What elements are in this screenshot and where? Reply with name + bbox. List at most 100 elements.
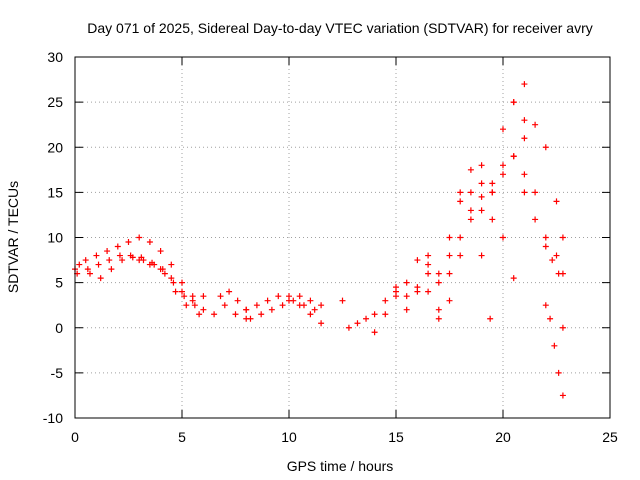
data-point-marker (258, 311, 265, 318)
data-point-marker (146, 261, 153, 268)
data-point-marker (307, 297, 314, 304)
data-point-marker (211, 311, 218, 318)
data-point-marker (500, 126, 506, 133)
data-point-marker (521, 189, 528, 196)
data-point-marker (500, 234, 506, 241)
series-track-3 (76, 254, 203, 318)
data-point-marker (489, 189, 496, 196)
data-point-marker (532, 216, 539, 223)
series-track-12 (371, 153, 517, 336)
data-point-marker (181, 293, 188, 300)
data-point-marker (86, 270, 93, 277)
data-point-marker (521, 135, 528, 142)
series-track-13 (393, 189, 494, 322)
data-point-marker (547, 315, 554, 322)
data-point-marker (559, 234, 566, 241)
data-point-marker (318, 302, 325, 309)
data-point-marker (500, 162, 506, 169)
data-point-marker (136, 234, 143, 241)
data-point-marker (226, 288, 233, 295)
y-tick-label: 25 (47, 94, 63, 110)
data-point-marker (84, 266, 91, 273)
data-point-marker (425, 252, 432, 259)
data-point-marker (114, 243, 121, 250)
data-point-marker (467, 189, 474, 196)
data-point-marker (234, 297, 241, 304)
data-point-marker (500, 171, 506, 178)
data-point-marker (435, 270, 442, 277)
data-point-marker (189, 293, 196, 300)
data-point-marker (200, 293, 207, 300)
data-point-marker (179, 279, 185, 286)
data-point-marker (457, 252, 464, 259)
data-point-marker (559, 324, 566, 331)
x-axis-label: GPS time / hours (287, 458, 394, 474)
data-point-marker (467, 216, 474, 223)
data-point-marker (345, 324, 352, 331)
data-point-marker (510, 99, 517, 106)
data-point-marker (489, 180, 496, 187)
data-point-marker (425, 288, 432, 295)
series-track-5 (211, 302, 250, 322)
data-point-marker (157, 266, 164, 273)
data-point-marker (179, 288, 185, 295)
data-point-marker (478, 252, 485, 259)
data-point-marker (200, 306, 207, 313)
y-tick-label: -10 (43, 410, 63, 426)
data-point-marker (354, 320, 361, 327)
data-point-marker (393, 288, 399, 295)
y-axis-label: SDTVAR / TECUs (5, 181, 21, 293)
x-tick-label: 5 (178, 429, 186, 445)
data-point-marker (435, 306, 442, 313)
data-point-marker (403, 306, 410, 313)
data-point-marker (478, 193, 485, 200)
x-tick-labels: 0 5 10 15 20 25 (71, 429, 618, 445)
series-track-17 (510, 153, 566, 277)
data-point-marker (553, 252, 560, 259)
data-point-marker (243, 306, 250, 313)
data-point-marker (435, 279, 442, 286)
data-point-marker (268, 306, 275, 313)
data-point-marker (279, 302, 286, 309)
data-point-marker (183, 302, 190, 309)
data-point-marker (446, 234, 453, 241)
data-point-marker (307, 311, 314, 318)
x-tick-label: 25 (602, 429, 618, 445)
data-point-marker (296, 293, 303, 300)
data-point-marker (510, 275, 517, 282)
data-point-marker (172, 288, 179, 295)
data-point-marker (446, 270, 453, 277)
data-point-marker (116, 252, 123, 259)
data-point-marker (286, 297, 292, 304)
data-point-marker (157, 248, 164, 255)
data-point-marker (414, 257, 421, 264)
data-point-marker (217, 293, 224, 300)
data-point-marker (318, 320, 325, 327)
data-point-marker (76, 261, 83, 268)
x-tick-label: 10 (281, 429, 297, 445)
data-point-marker (403, 279, 410, 286)
data-point-marker (382, 311, 389, 318)
data-point-marker (457, 189, 464, 196)
data-point-marker (559, 392, 566, 399)
data-point-marker (382, 297, 389, 304)
data-point-marker (170, 279, 177, 286)
chart-title: Day 071 of 2025, Sidereal Day-to-day VTE… (87, 20, 593, 36)
data-point-marker (196, 311, 203, 318)
data-point-marker (221, 302, 228, 309)
x-tick-label: 15 (388, 429, 404, 445)
data-point-marker (487, 315, 494, 322)
plot-frame (74, 56, 611, 419)
data-point-marker (425, 261, 432, 268)
y-tick-label: 20 (47, 139, 63, 155)
series-track-14 (425, 99, 528, 313)
data-point-marker (264, 297, 271, 304)
data-point-marker (363, 315, 370, 322)
data-point-marker (339, 297, 346, 304)
data-points (72, 81, 566, 399)
data-point-marker (129, 254, 136, 261)
data-point-marker (467, 207, 474, 214)
series-track-9 (286, 293, 325, 309)
y-tick-labels: -10 -5 0 5 10 15 20 25 30 (43, 49, 63, 426)
